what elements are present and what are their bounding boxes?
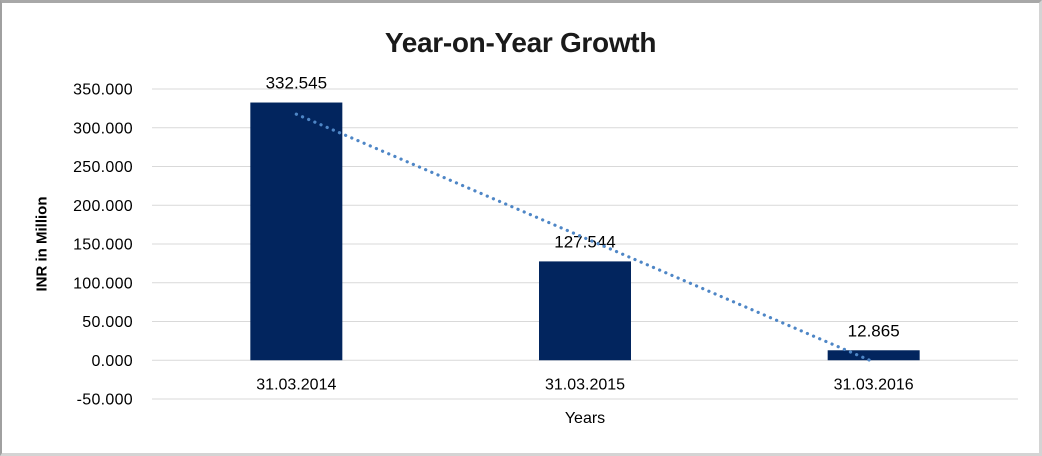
bar[interactable] [827, 350, 920, 361]
x-tick-label: 31.03.2015 [545, 376, 625, 393]
bar[interactable] [539, 261, 631, 361]
x-tick-label: 31.03.2014 [256, 376, 336, 393]
y-tick-label: 50.000 [82, 314, 133, 331]
bar-data-label: 332.545 [266, 74, 327, 93]
bar[interactable] [250, 102, 343, 361]
plot-area: 350.000 300.000 250.000 200.000 150.000 100.0… [73, 74, 1018, 409]
chart-title: Year-on-Year Growth [384, 27, 657, 58]
y-tick-label: -50.000 [77, 392, 133, 409]
x-tick-label: 31.03.2016 [834, 376, 914, 393]
x-axis-title: Years [564, 410, 606, 427]
y-tick-label: 250.000 [73, 159, 133, 176]
y-tick-label: 0.000 [91, 353, 133, 370]
trendline[interactable] [294, 112, 876, 364]
y-tick-label: 100.000 [73, 275, 133, 292]
y-tick-label: 150.000 [73, 237, 133, 254]
bar-data-label: 127.544 [554, 232, 615, 251]
bar-data-label: 12.865 [848, 321, 900, 340]
y-tick-label: 300.000 [73, 120, 133, 137]
y-tick-label: 350.000 [73, 82, 133, 99]
y-tick-label: 200.000 [73, 198, 133, 215]
